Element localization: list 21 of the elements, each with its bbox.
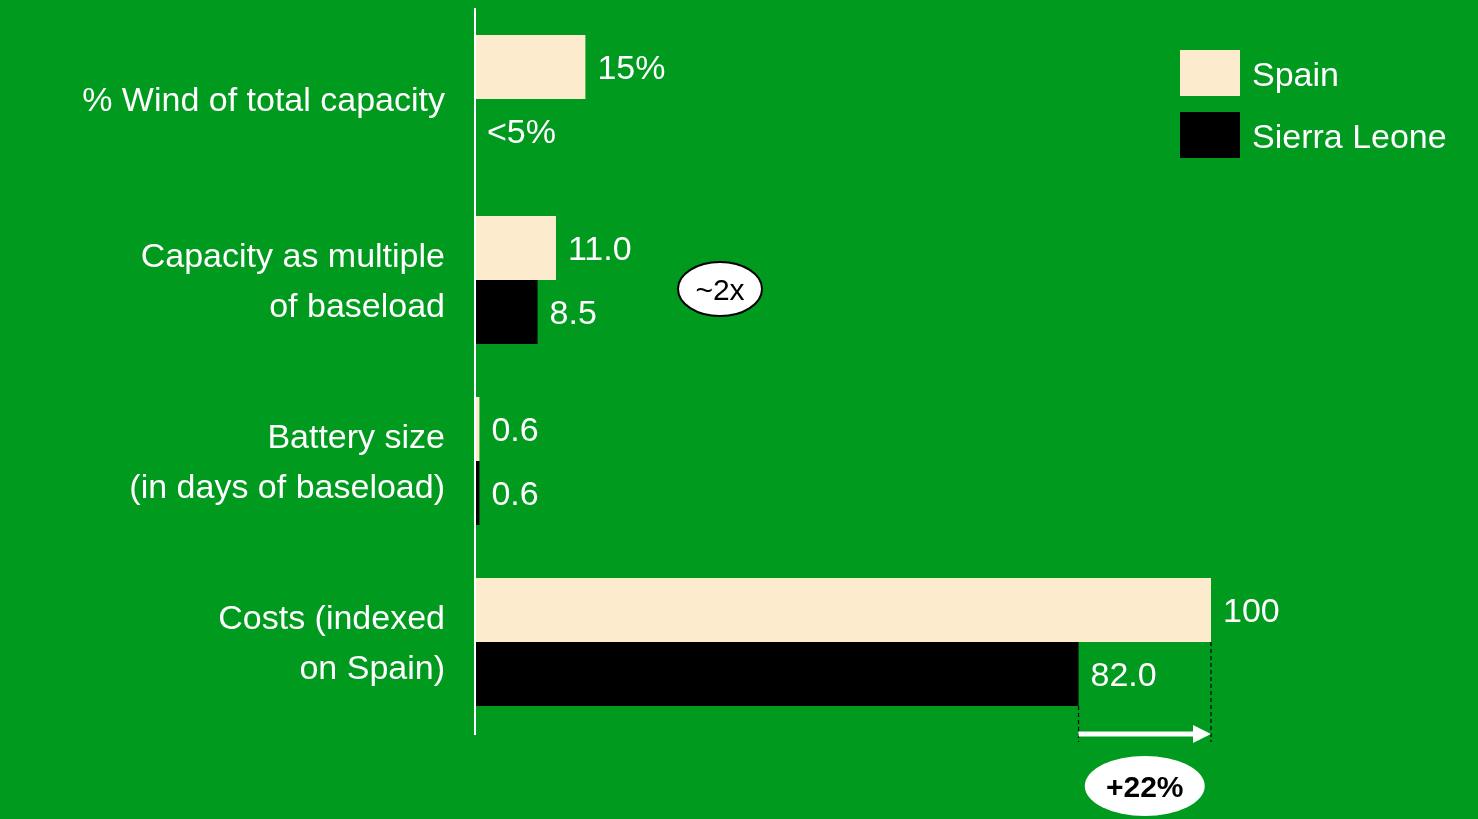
data-label: 0.6 xyxy=(491,474,539,512)
legend-label: Spain xyxy=(1252,55,1339,93)
y-tick-label: Capacity as multiple of baseload xyxy=(140,236,445,324)
bar xyxy=(475,578,1211,642)
text: <5% xyxy=(487,112,556,150)
data-label: 100 xyxy=(1223,591,1280,629)
bar xyxy=(475,280,538,344)
annotation: ~2x xyxy=(695,273,745,306)
y-tick-label: % Wind of total capacity xyxy=(82,80,445,118)
bar xyxy=(475,642,1079,706)
y-tick-label: Costs (indexed on Spain) xyxy=(218,598,445,686)
data-label: 11.0 xyxy=(567,229,632,267)
data-label: 15% xyxy=(597,48,666,86)
bar xyxy=(475,35,586,99)
data-label: 8.5 xyxy=(549,293,597,331)
text: +22% xyxy=(1105,770,1184,803)
legend-label: Sierra Leone xyxy=(1252,117,1447,155)
bar xyxy=(475,216,556,280)
data-label: 82.0 xyxy=(1090,655,1157,693)
data-label: 0.6 xyxy=(491,410,539,448)
y-tick-label: Battery size (in days of baseload) xyxy=(129,417,445,505)
